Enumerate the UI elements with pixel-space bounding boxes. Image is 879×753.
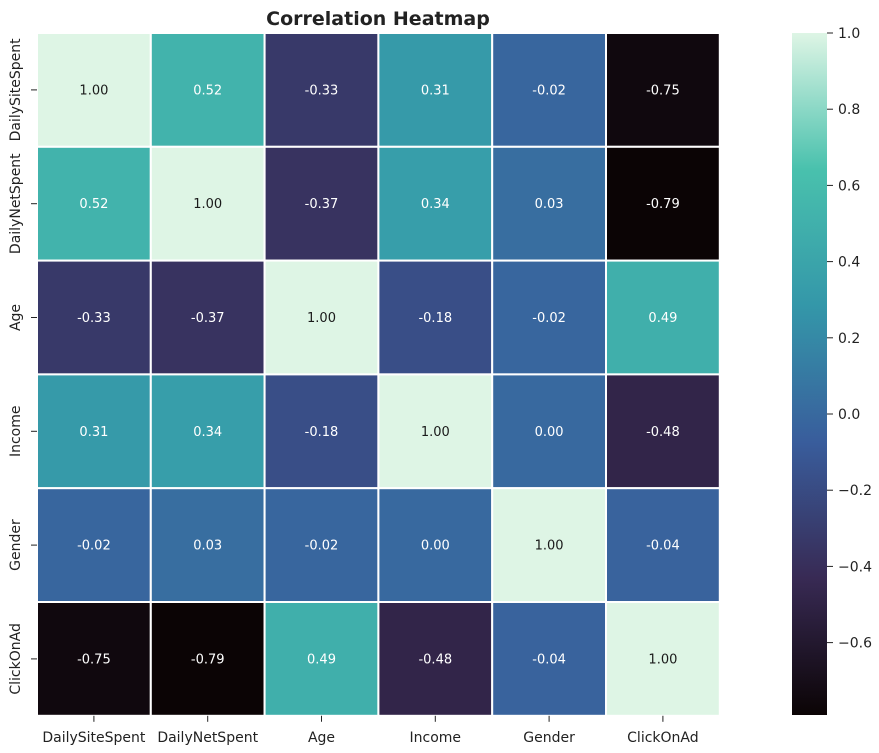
colorbar-tick-label: 1.0 [838, 26, 860, 42]
cell-value-label: -0.48 [646, 425, 680, 440]
cell-value-label: -0.48 [418, 652, 452, 667]
colorbar-tick-label: 0.6 [838, 178, 860, 194]
colorbar: 1.0 0.8 0.6 0.4 0.2 0.0 −0.2 −0.4 −0.6 [792, 26, 872, 715]
cell-value-label: 1.00 [421, 425, 450, 440]
colorbar-ticks: 1.0 0.8 0.6 0.4 0.2 0.0 −0.2 −0.4 −0.6 [827, 26, 872, 652]
chart-title: Correlation Heatmap [266, 8, 490, 30]
heatmap-cell [36, 373, 152, 490]
heatmap-cell [377, 145, 494, 262]
x-tick-label: ClickOnAd [627, 730, 698, 746]
cell-value-label: 0.52 [79, 197, 108, 212]
colorbar-tick-label: 0.4 [838, 255, 860, 271]
x-tick-label: DailySiteSpent [42, 730, 146, 746]
y-tick-label: DailySiteSpent [8, 38, 24, 142]
x-tick-label: Income [410, 730, 462, 746]
heatmap-cell [491, 487, 608, 604]
x-axis: DailySiteSpent DailyNetSpent Age Income Gend… [42, 715, 699, 746]
cell-value-label: 0.52 [193, 83, 222, 98]
y-tick-label: DailyNetSpent [8, 153, 24, 254]
colorbar-tick-label: −0.6 [838, 636, 872, 652]
y-tick-label: ClickOnAd [8, 623, 24, 694]
heatmap-cell [377, 487, 494, 604]
heatmap-cell [36, 32, 152, 148]
heatmap-cell [377, 373, 494, 490]
heatmap-cell [149, 373, 266, 490]
colorbar-tick-label: 0.8 [838, 102, 860, 118]
cell-value-label: -0.02 [77, 539, 111, 554]
cell-value-label: -0.75 [646, 83, 680, 98]
heatmap-cell [263, 373, 380, 490]
heatmap-cell [36, 487, 152, 604]
heatmap-cell [149, 145, 266, 262]
x-tick-label: Gender [523, 730, 575, 746]
cell-value-label: -0.33 [305, 83, 339, 98]
heatmap-cell [605, 601, 721, 717]
cell-value-label: -0.18 [305, 425, 339, 440]
heatmap-cell [605, 487, 721, 604]
cell-value-label: 0.03 [193, 539, 222, 554]
y-tick-label: Income [8, 406, 24, 458]
cell-value-label: 0.34 [193, 425, 222, 440]
x-tick-label: DailyNetSpent [157, 730, 258, 746]
colorbar-tick-label: 0.0 [838, 407, 860, 423]
heatmap-cell [491, 259, 608, 376]
heatmap-cell [491, 373, 608, 490]
y-tick-label: Gender [8, 519, 24, 571]
cell-value-label: 0.31 [79, 425, 108, 440]
cell-value-label: -0.79 [646, 197, 680, 212]
heatmap-cell [149, 32, 266, 148]
heatmap-cells: 1.00 0.52 -0.33 0.31 -0.02 -0.75 0.52 1.00 -0.37… [36, 32, 721, 717]
cell-value-label: -0.33 [77, 311, 111, 326]
heatmap-cell [605, 259, 721, 376]
heatmap-cell [377, 259, 494, 376]
x-tick-label: Age [308, 730, 335, 746]
cell-value-label: 0.34 [421, 197, 450, 212]
cell-value-label: -0.04 [646, 539, 680, 554]
y-axis: DailySiteSpent DailyNetSpent Age Income Gend… [8, 38, 37, 695]
cell-value-label: 1.00 [648, 652, 677, 667]
cell-value-label: -0.02 [532, 83, 566, 98]
cell-value-label: -0.18 [418, 311, 452, 326]
cell-value-label: -0.37 [191, 311, 225, 326]
heatmap-cell [263, 32, 380, 148]
colorbar-gradient [792, 33, 827, 715]
cell-value-label: 1.00 [535, 539, 564, 554]
cell-value-label: -0.79 [191, 652, 225, 667]
heatmap-cell [605, 32, 721, 148]
y-tick-label: Age [8, 304, 24, 331]
cell-value-label: 1.00 [193, 197, 222, 212]
colorbar-tick-label: 0.2 [838, 331, 860, 347]
cell-value-label: 0.49 [648, 311, 677, 326]
cell-value-label: -0.02 [305, 539, 339, 554]
cell-value-label: 0.00 [535, 425, 564, 440]
cell-value-label: -0.37 [305, 197, 339, 212]
cell-value-label: -0.75 [77, 652, 111, 667]
colorbar-tick-label: −0.4 [838, 559, 872, 575]
cell-value-label: 0.49 [307, 652, 336, 667]
cell-value-label: 1.00 [307, 311, 336, 326]
cell-value-label: 1.00 [79, 83, 108, 98]
heatmap-cell [36, 601, 152, 717]
cell-value-label: 0.03 [535, 197, 564, 212]
cell-value-label: 0.00 [421, 539, 450, 554]
heatmap-cell [605, 373, 721, 490]
cell-value-label: -0.04 [532, 652, 566, 667]
heatmap-cell [605, 145, 721, 262]
colorbar-tick-label: −0.2 [838, 483, 872, 499]
heatmap-cell [149, 259, 266, 376]
cell-value-label: -0.02 [532, 311, 566, 326]
cell-value-label: 0.31 [421, 83, 450, 98]
heatmap-cell [263, 487, 380, 604]
